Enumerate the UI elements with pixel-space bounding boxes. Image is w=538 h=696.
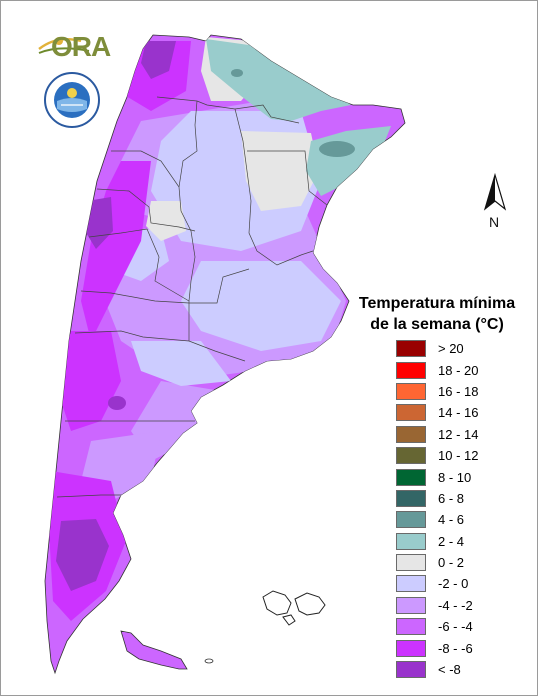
legend-item: 18 - 20: [396, 359, 478, 380]
legend-item: -8 - -6: [396, 637, 478, 658]
legend-swatch: [396, 575, 426, 593]
ora-logo: ORA: [37, 29, 111, 63]
legend-label: 18 - 20: [438, 362, 479, 378]
legend-item: 6 - 8: [396, 488, 478, 509]
legend-title-line2: de la semana (°C): [370, 316, 504, 333]
legend-label: > 20: [438, 341, 464, 357]
legend-swatch: [396, 489, 426, 507]
legend-label: 16 - 18: [438, 383, 479, 399]
legend-item: -4 - -2: [396, 595, 478, 616]
legend-swatch: [396, 661, 426, 679]
legend-label: 0 - 2: [438, 555, 465, 571]
legend-item: 4 - 6: [396, 509, 478, 530]
legend-swatch: [396, 447, 426, 465]
legend-label: 6 - 8: [438, 490, 465, 506]
legend-label: 14 - 16: [438, 405, 479, 421]
legend-label: -8 - -6: [438, 640, 473, 656]
legend-swatch: [396, 554, 426, 572]
legend-swatch: [396, 404, 426, 422]
legend-item: 2 - 4: [396, 531, 478, 552]
legend: > 20 18 - 20 16 - 18 14 - 16 12 - 14 10 - 12 8…: [396, 338, 478, 680]
legend-label: 4 - 6: [438, 512, 465, 528]
legend-label: 8 - 10: [438, 469, 472, 485]
legend-label: 12 - 14: [438, 426, 479, 442]
legend-swatch: [396, 532, 426, 550]
ora-logo-text: ORA: [51, 31, 111, 62]
legend-swatch: [396, 382, 426, 400]
legend-label: 2 - 4: [438, 533, 465, 549]
legend-item: 10 - 12: [396, 445, 478, 466]
legend-label: < -8: [438, 662, 461, 678]
legend-item: < -8: [396, 659, 478, 680]
legend-swatch: [396, 618, 426, 636]
legend-swatch: [396, 468, 426, 486]
legend-label: -4 - -2: [438, 597, 473, 613]
legend-swatch: [396, 425, 426, 443]
legend-label: -2 - 0: [438, 576, 469, 592]
legend-item: -2 - 0: [396, 573, 478, 594]
legend-item: 0 - 2: [396, 552, 478, 573]
smn-seal-logo: [43, 71, 101, 129]
legend-item: 14 - 16: [396, 402, 478, 423]
legend-title-line1: Temperatura mínima: [358, 295, 516, 312]
north-label: N: [489, 214, 500, 230]
legend-swatch: [396, 639, 426, 657]
tierra-del-fuego: [120, 630, 188, 670]
legend-item: -6 - -4: [396, 616, 478, 637]
legend-swatch: [396, 596, 426, 614]
north-arrow-icon: [483, 173, 507, 211]
legend-item: 16 - 18: [396, 381, 478, 402]
malvinas-islands: [262, 590, 326, 626]
legend-item: 8 - 10: [396, 466, 478, 487]
legend-label: -6 - -4: [438, 619, 473, 635]
legend-swatch: [396, 511, 426, 529]
legend-swatch: [396, 361, 426, 379]
legend-item: 12 - 14: [396, 424, 478, 445]
legend-swatch: [396, 340, 426, 358]
legend-title: Temperatura mínima de la semana (°C): [337, 293, 537, 335]
legend-item: > 20: [396, 338, 478, 359]
legend-label: 10 - 12: [438, 448, 479, 464]
